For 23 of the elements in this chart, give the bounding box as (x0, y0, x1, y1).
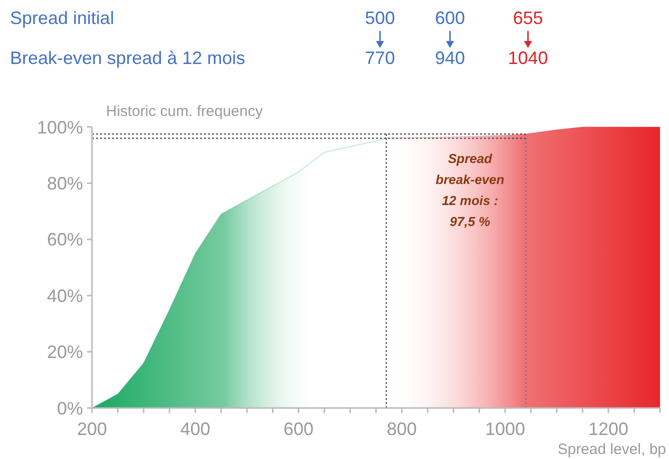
x-tick-label: 400 (180, 419, 210, 439)
x-tick-label: 800 (386, 419, 417, 439)
y-tick-label: 40% (46, 286, 83, 306)
y-tick-label: 60% (46, 230, 83, 250)
y-tick-label: 0% (56, 398, 83, 418)
x-tick-label: 600 (284, 419, 314, 439)
x-tick-label: 1000 (485, 419, 526, 439)
x-axis-title: Spread level, bp (558, 441, 666, 458)
y-tick-label: 20% (46, 342, 83, 362)
text: 655 (512, 8, 544, 28)
x-tick-label: 200 (76, 419, 108, 439)
text: 770 (364, 48, 396, 68)
x-tick-label: 1200 (588, 419, 628, 439)
text: 500 (364, 8, 396, 28)
text: 1040 (508, 48, 548, 68)
text: Break-even spread à 12 mois (10, 48, 246, 68)
text: Spread initial (10, 8, 114, 28)
y-axis-title: Historic cum. frequency (106, 103, 264, 120)
text: 940 (434, 48, 466, 68)
annotation: Spread break-even 12 mois : 97,5 % (436, 151, 504, 229)
y-tick-label: 100% (36, 117, 83, 138)
text: 600 (434, 8, 466, 28)
y-tick-label: 80% (46, 174, 83, 194)
